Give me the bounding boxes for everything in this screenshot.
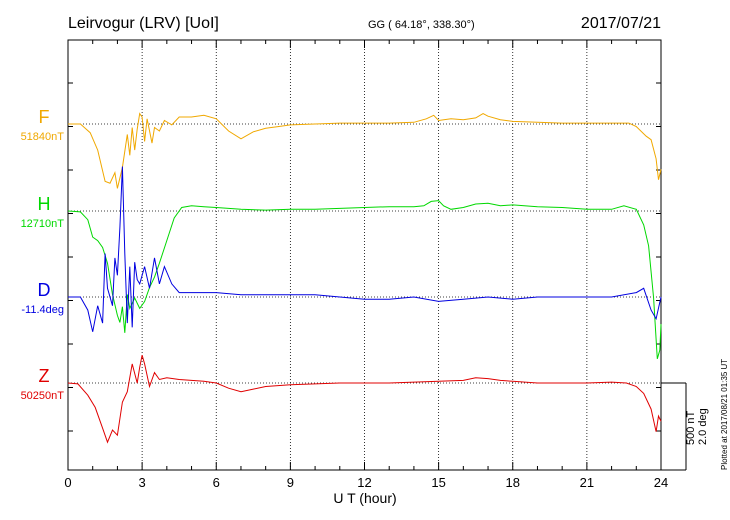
series-name-F: F (39, 107, 50, 127)
series-line-Z (67, 355, 662, 444)
x-tick-label-6: 6 (213, 475, 220, 490)
plotted-timestamp: Plotted at 2017/08/21 01:35 UT (720, 359, 729, 470)
x-tick-label-18: 18 (506, 475, 520, 490)
series-baseline-Z: 50250nT (21, 390, 65, 402)
series-labels: F 51840nT H 12710nT D -11.4deg Z 50250nT (21, 107, 65, 402)
x-tick-label-9: 9 (287, 475, 294, 490)
axis-ticks (67, 40, 662, 470)
x-axis-label: U T (hour) (333, 490, 396, 506)
scale-nt: 500 nT (685, 410, 697, 445)
x-tick-labels: 0 3 6 9 12 15 18 21 24 (64, 475, 668, 490)
scale-deg: 2.0 deg (697, 408, 709, 445)
series-name-Z: Z (39, 366, 50, 386)
series-line-F (68, 112, 662, 189)
coordinates: GG ( 64.18°, 338.30°) (368, 19, 475, 31)
station-title: Leirvogur (LRV) [UoI] (68, 15, 219, 32)
x-tick-label-21: 21 (580, 475, 594, 490)
plot-frame (67, 39, 662, 471)
x-tick-label-24: 24 (654, 475, 668, 490)
series-line-D (68, 166, 662, 332)
grid (68, 40, 661, 470)
series-name-H: H (38, 194, 51, 214)
series-baseline-F: 51840nT (21, 131, 65, 143)
x-tick-label-0: 0 (64, 475, 71, 490)
date-title: 2017/07/21 (581, 15, 661, 32)
scale-bar: 500 nT 2.0 deg (661, 382, 709, 471)
series-baseline-H: 12710nT (21, 218, 65, 230)
x-tick-label-12: 12 (357, 475, 371, 490)
series-lines (67, 112, 662, 444)
x-tick-label-3: 3 (139, 475, 146, 490)
series-name-D: D (38, 280, 51, 300)
series-line-H (67, 200, 662, 360)
x-tick-label-15: 15 (431, 475, 445, 490)
series-baseline-D: -11.4deg (21, 304, 64, 316)
